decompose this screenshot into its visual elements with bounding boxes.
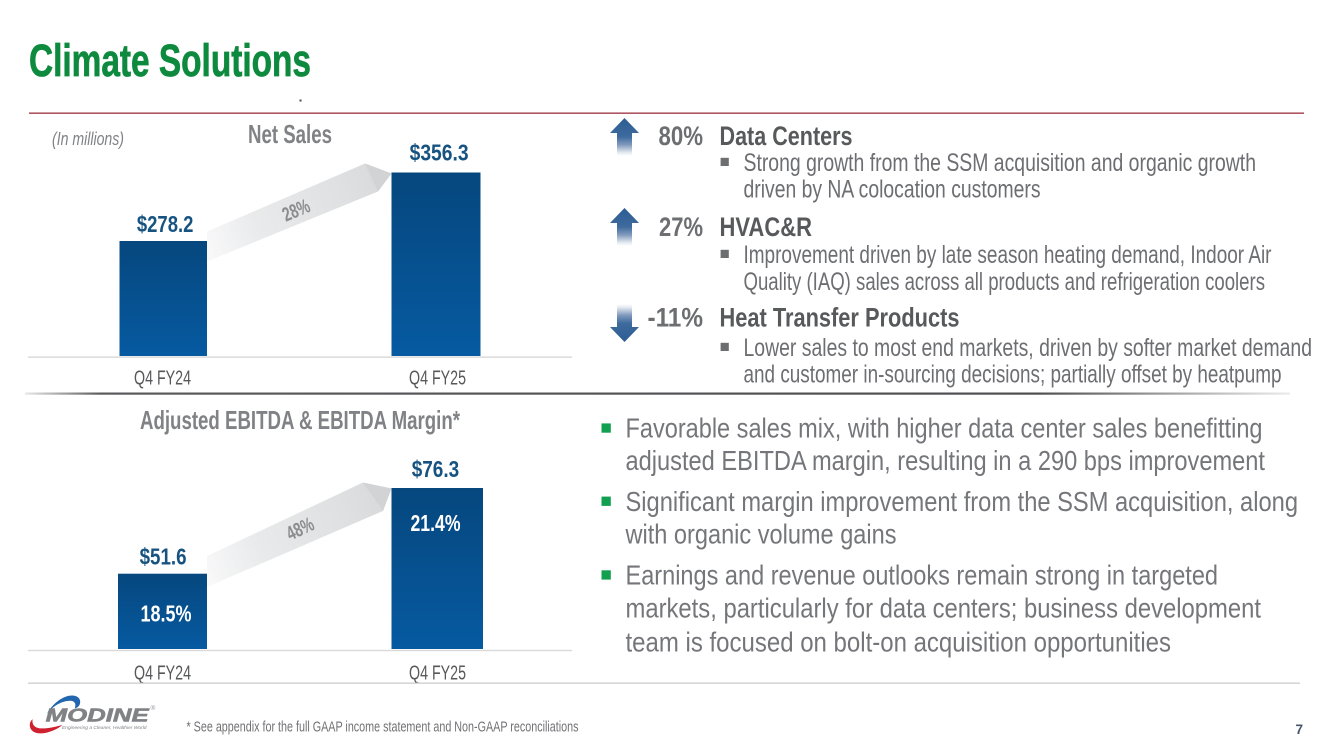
svg-text:(In millions): (In millions) <box>52 128 124 149</box>
svg-text:®: ® <box>151 704 156 712</box>
svg-text:and customer in-sourcing decis: and customer in-sourcing decisions; part… <box>744 361 1282 389</box>
svg-text:$356.3: $356.3 <box>410 140 469 166</box>
svg-text:$76.3: $76.3 <box>412 456 460 482</box>
svg-text:* See appendix for the full GA: * See appendix for the full GAAP income … <box>187 719 579 736</box>
svg-text:Q4 FY24: Q4 FY24 <box>134 663 191 685</box>
svg-text:driven by NA colocation custom: driven by NA colocation customers <box>744 176 1041 204</box>
svg-text:Quality (IAQ) sales across all: Quality (IAQ) sales across all products … <box>744 268 1266 296</box>
svg-text:with organic volume gains: with organic volume gains <box>625 519 897 550</box>
svg-text:$51.6: $51.6 <box>140 543 187 569</box>
svg-text:$278.2: $278.2 <box>137 211 194 237</box>
svg-text:Engineering a Cleaner, Healthi: Engineering a Cleaner, Healthier World <box>62 725 147 730</box>
svg-text:Earnings and revenue outlooks: Earnings and revenue outlooks remain str… <box>626 560 1219 591</box>
svg-text:Improvement driven by late sea: Improvement driven by late season heatin… <box>744 241 1272 269</box>
svg-text:80%: 80% <box>659 121 704 151</box>
svg-text:Q4 FY25: Q4 FY25 <box>409 368 466 390</box>
svg-text:Net Sales: Net Sales <box>248 119 332 149</box>
svg-text:adjusted EBITDA margin, result: adjusted EBITDA margin, resulting in a 2… <box>626 445 1266 476</box>
svg-text:Significant margin improvement: Significant margin improvement from the … <box>626 486 1299 517</box>
svg-text:Favorable sales mix, with high: Favorable sales mix, with higher data ce… <box>626 413 1263 444</box>
svg-text:markets, particularly for data: markets, particularly for data centers; … <box>626 593 1262 624</box>
svg-text:Lower sales to most end market: Lower sales to most end markets, driven … <box>744 334 1313 362</box>
svg-text:HVAC&R: HVAC&R <box>720 212 813 242</box>
svg-text:21.4%: 21.4% <box>411 510 461 536</box>
svg-text:27%: 27% <box>659 212 703 242</box>
svg-text:team is focused on bolt-on acq: team is focused on bolt-on acquisition o… <box>626 626 1172 657</box>
svg-text:7: 7 <box>1295 722 1303 737</box>
svg-text:MODINE: MODINE <box>46 705 150 726</box>
svg-text:18.5%: 18.5% <box>141 601 192 627</box>
svg-text:Adjusted EBITDA & EBITDA Margi: Adjusted EBITDA & EBITDA Margin* <box>140 405 461 435</box>
svg-text:Data Centers: Data Centers <box>720 121 853 151</box>
svg-text:Climate Solutions: Climate Solutions <box>29 35 311 86</box>
svg-text:Q4 FY25: Q4 FY25 <box>409 663 466 685</box>
svg-text:Q4 FY24: Q4 FY24 <box>134 368 191 390</box>
svg-text:Heat Transfer Products: Heat Transfer Products <box>720 303 960 333</box>
svg-text:-11%: -11% <box>648 303 704 333</box>
svg-text:Strong growth from the SSM acq: Strong growth from the SSM acquisition a… <box>744 149 1257 177</box>
